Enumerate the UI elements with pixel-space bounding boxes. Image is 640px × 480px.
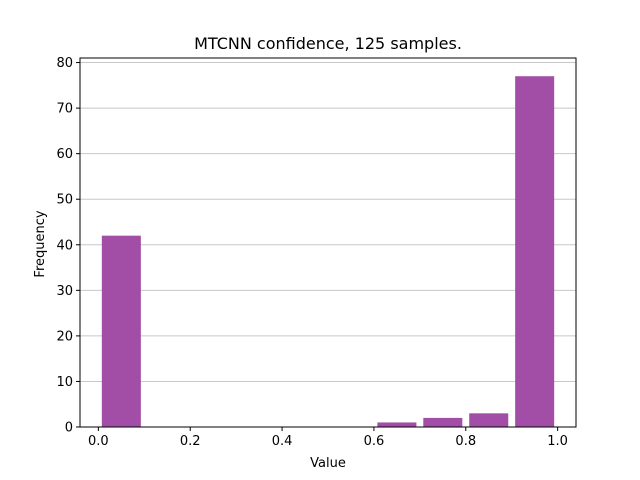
- y-axis-label: Frequency: [33, 210, 48, 277]
- histogram-bar: [423, 417, 463, 427]
- x-tick-label: 0.4: [272, 434, 293, 449]
- y-tick-label: 0: [65, 421, 73, 436]
- x-tick-label: 1.0: [547, 434, 568, 449]
- x-axis-label: Value: [310, 456, 346, 471]
- x-tick-label: 0.6: [364, 434, 385, 449]
- histogram-bar: [469, 413, 509, 427]
- y-axis-ticks: 0 10 20 30 40 50 60 70 80: [56, 56, 80, 436]
- y-tick-label: 80: [56, 56, 73, 71]
- y-tick-label: 20: [56, 329, 73, 344]
- histogram-bar: [515, 76, 555, 427]
- bars: [101, 76, 555, 427]
- y-tick-label: 60: [56, 147, 73, 162]
- y-tick-label: 10: [56, 375, 73, 390]
- y-tick-label: 50: [56, 193, 73, 208]
- x-tick-label: 0.2: [180, 434, 201, 449]
- x-tick-label: 0.0: [88, 434, 109, 449]
- y-tick-label: 70: [56, 102, 73, 117]
- x-axis-ticks: 0.0 0.2 0.4 0.6 0.8 1.0: [88, 427, 568, 449]
- y-gridlines: [80, 62, 576, 428]
- y-tick-label: 30: [56, 284, 73, 299]
- histogram-bar: [377, 422, 417, 427]
- histogram-bar: [101, 235, 141, 427]
- y-tick-label: 40: [56, 238, 73, 253]
- x-tick-label: 0.8: [455, 434, 476, 449]
- plot-frame: [79, 57, 577, 428]
- chart-title: MTCNN confidence, 125 samples.: [194, 34, 462, 53]
